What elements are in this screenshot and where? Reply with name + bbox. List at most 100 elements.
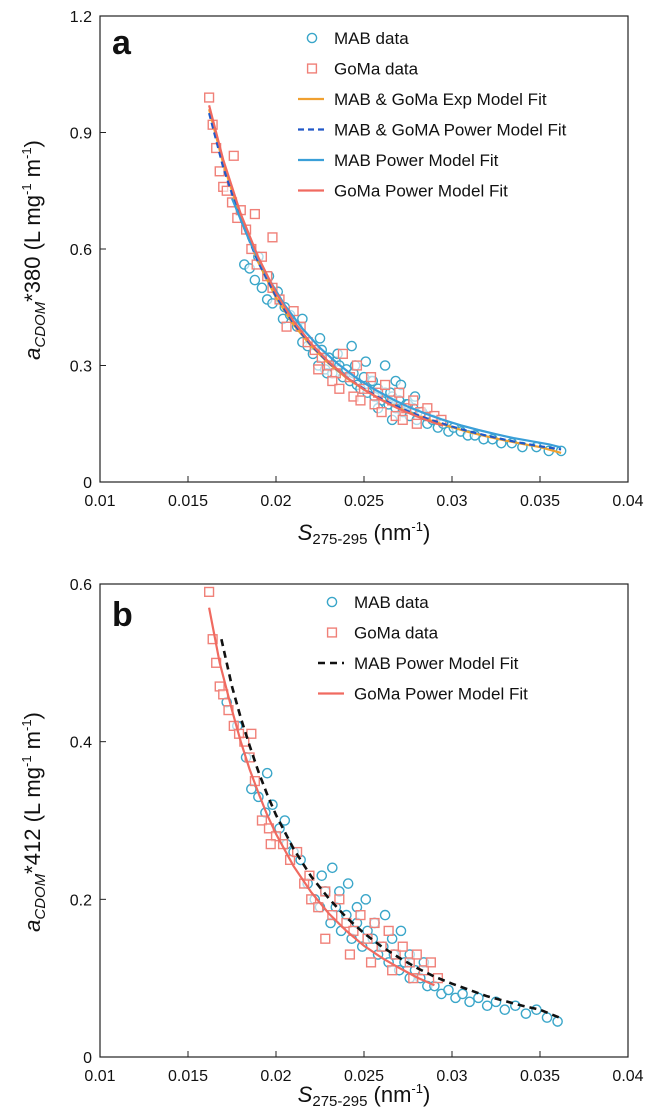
- x-tick-label: 0.03: [436, 1068, 467, 1085]
- data-point-circle: [360, 356, 372, 367]
- data-point-square: [425, 957, 436, 968]
- data-point-square: [204, 92, 215, 103]
- x-tick-label: 0.02: [260, 493, 291, 510]
- legend-label: MAB & GoMa Exp Model Fit: [334, 90, 547, 109]
- data-point-square: [348, 925, 359, 936]
- x-tick-label: 0.015: [168, 493, 208, 510]
- data-point-square: [228, 150, 239, 161]
- data-point-circle: [379, 360, 391, 371]
- data-point-circle: [395, 925, 407, 937]
- x-tick-label: 0.025: [344, 1068, 384, 1085]
- x-tick-label: 0.025: [344, 493, 384, 510]
- data-point-square: [207, 634, 218, 645]
- data-point-square: [327, 375, 338, 387]
- data-point-square: [221, 185, 232, 196]
- panel-label-a: a: [112, 24, 132, 62]
- data-point-square: [351, 360, 363, 371]
- legend-marker: [306, 32, 318, 44]
- y-tick-label: 0: [83, 475, 92, 492]
- chart-b-svg: 0.01 0.015 0.02 0.025 0.03 0.035 0.04 0 0.2 0.4 0.…: [19, 577, 644, 1109]
- data-point-circle: [279, 815, 291, 826]
- data-point-square: [397, 941, 408, 952]
- data-point-square: [387, 965, 398, 976]
- data-point-circle: [443, 984, 454, 996]
- data-point-square: [246, 728, 257, 739]
- data-point-square: [327, 910, 338, 921]
- data-point-square: [249, 208, 260, 220]
- chart-a-svg: 0.01 0.015 0.02 0.025 0.03 0.035 0.04 0 0.3 0.6 0.…: [19, 9, 644, 548]
- x-tick-label: 0.02: [260, 1068, 291, 1085]
- data-point-square: [376, 941, 387, 952]
- data-point-square: [313, 364, 324, 375]
- y-axis-title-a: aCDOM*380 (L mg-1 m-1): [19, 140, 49, 360]
- data-point-square: [265, 839, 276, 850]
- data-point-square: [394, 387, 405, 398]
- legend-label: MAB Power Model Fit: [354, 654, 519, 673]
- data-point-square: [355, 910, 366, 921]
- data-point-circle: [261, 767, 273, 779]
- data-point-square: [369, 917, 380, 929]
- chart-panel-b: 0.01 0.015 0.02 0.025 0.03 0.035 0.04 0 0.2 0.4 0.…: [0, 560, 654, 1109]
- panel-label-b: b: [112, 596, 133, 634]
- data-point-circle: [360, 894, 372, 905]
- y-tick-label: 0: [83, 1050, 92, 1067]
- plot-area-a: [204, 92, 567, 457]
- y-tick-label: 1.2: [70, 9, 92, 26]
- series-line-goma-power-model-fit: [208, 607, 435, 987]
- data-point-circle: [531, 1004, 542, 1016]
- legend-label: MAB Power Model Fit: [334, 151, 499, 170]
- plot-frame-a: [99, 15, 629, 483]
- x-tick-label: 0.04: [612, 1068, 643, 1085]
- data-point-circle: [552, 1016, 563, 1027]
- data-point-square: [344, 949, 356, 960]
- legend-label: MAB data: [334, 29, 409, 48]
- data-point-square: [320, 933, 331, 944]
- chart-panel-a: 0.01 0.015 0.02 0.025 0.03 0.035 0.04 0 0.3 0.6 0.…: [0, 0, 654, 548]
- data-point-square: [365, 957, 377, 968]
- data-point-circle: [249, 274, 261, 286]
- data-point-square: [337, 348, 348, 359]
- data-point-square: [365, 372, 377, 383]
- data-point-circle: [457, 988, 468, 1000]
- data-point-square: [432, 973, 444, 984]
- legend-label: GoMa data: [334, 60, 419, 79]
- data-point-circle: [481, 1000, 493, 1012]
- y-tick-label: 0.6: [70, 577, 92, 594]
- data-point-square: [334, 383, 345, 394]
- legend-marker: [326, 627, 338, 638]
- data-point-circle: [342, 878, 354, 889]
- y-tick-label: 0.9: [70, 126, 92, 143]
- data-point-square: [390, 949, 401, 960]
- x-axis-title-a: S275-295 (nm-1): [298, 519, 431, 548]
- data-point-circle: [541, 1012, 553, 1023]
- data-point-circle: [379, 909, 391, 921]
- legend-label: GoMa Power Model Fit: [354, 685, 528, 704]
- legend-label: MAB & GoMA Power Model Fit: [334, 121, 567, 140]
- data-point-circle: [256, 282, 268, 294]
- data-point-square: [355, 395, 366, 406]
- data-point-square: [256, 815, 268, 826]
- y-axis-title-b: aCDOM*412 (L mg-1 m-1): [19, 712, 49, 932]
- y-tick-label: 0.2: [70, 892, 92, 909]
- data-point-square: [306, 894, 317, 905]
- data-point-square: [204, 586, 215, 597]
- data-point-square: [383, 925, 394, 936]
- data-point-square: [214, 166, 225, 177]
- x-tick-label: 0.01: [84, 493, 115, 510]
- x-tick-label: 0.04: [612, 493, 643, 510]
- data-point-square: [411, 418, 422, 429]
- data-point-square: [380, 379, 391, 391]
- legend-label: GoMa Power Model Fit: [334, 182, 508, 201]
- data-point-square: [411, 949, 422, 960]
- data-point-square: [334, 894, 345, 905]
- data-point-circle: [473, 992, 484, 1004]
- legend-marker: [306, 63, 318, 74]
- legend-marker: [326, 596, 338, 608]
- x-tick-label: 0.035: [520, 493, 560, 510]
- data-point-circle: [327, 862, 338, 874]
- data-point-circle: [520, 1008, 532, 1019]
- series-line-mab-power-model-fit: [230, 198, 562, 449]
- series-line-goma-power-model-fit: [208, 105, 444, 427]
- data-point-square: [376, 407, 387, 418]
- y-tick-label: 0.3: [70, 359, 92, 376]
